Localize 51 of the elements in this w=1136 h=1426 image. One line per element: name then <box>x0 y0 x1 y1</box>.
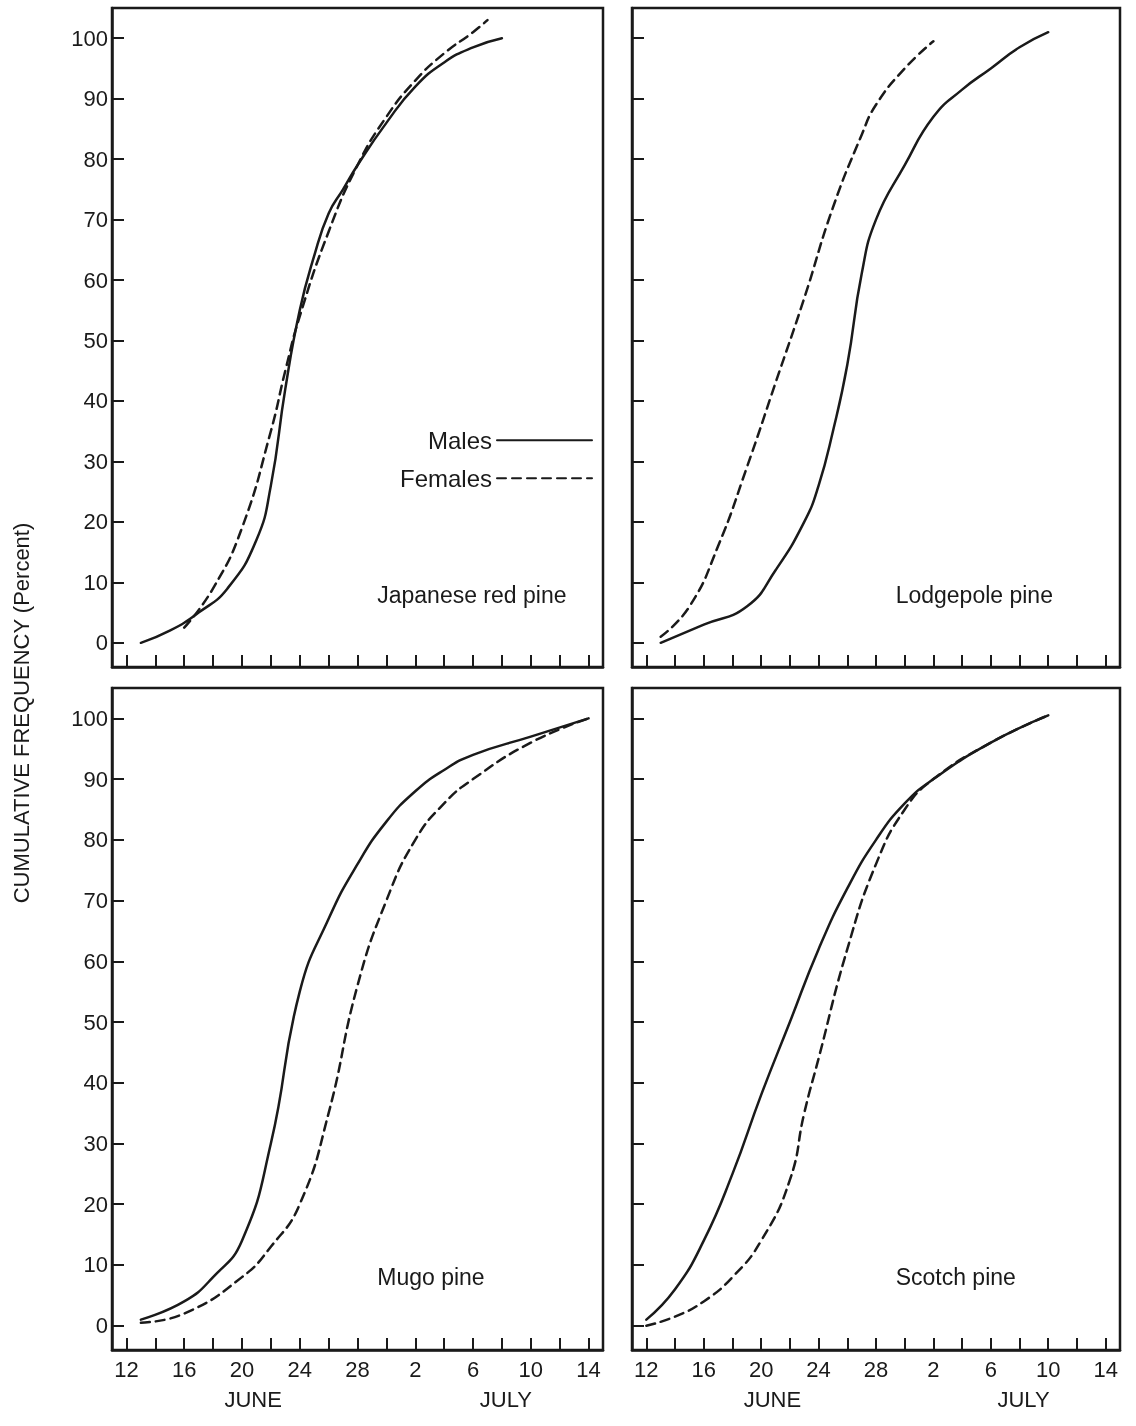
x-tick-label: 12 <box>634 1356 659 1382</box>
text: Mugo pine <box>377 1264 485 1291</box>
y-tick-label: 20 <box>83 1191 108 1217</box>
text: Scotch pine <box>895 1264 1016 1291</box>
x-tick-label: 16 <box>691 1356 717 1382</box>
y-tick-label: 20 <box>83 509 108 535</box>
text: JUNE <box>743 1386 802 1412</box>
legend-label: Males <box>427 426 492 454</box>
x-tick-label: 6 <box>984 1356 997 1382</box>
text: Japanese red pine <box>377 581 567 608</box>
x-tick-label: 6 <box>466 1356 480 1382</box>
text: JULY <box>997 1386 1050 1412</box>
text: JUNE <box>224 1386 282 1412</box>
legend-label: Females <box>399 464 492 492</box>
text: JULY <box>479 1386 533 1412</box>
x-tick-label: 10 <box>1035 1356 1061 1382</box>
x-tick-label: 24 <box>287 1356 312 1382</box>
x-tick-label: 20 <box>748 1356 774 1382</box>
x-tick-label: 20 <box>229 1356 255 1382</box>
x-tick-label: 12 <box>114 1356 139 1382</box>
y-tick-label: 100 <box>71 25 108 51</box>
y-tick-label: 60 <box>83 267 108 293</box>
y-tick-label: 80 <box>83 827 108 853</box>
y-tick-label: 80 <box>83 146 108 172</box>
y-tick-label: 70 <box>83 207 108 233</box>
y-axis-title: CUMULATIVE FREQUENCY (Percent) <box>9 522 35 904</box>
x-tick-label: 28 <box>863 1356 889 1382</box>
y-tick-label: 10 <box>83 1252 108 1278</box>
y-tick-label: 100 <box>71 705 108 731</box>
x-tick-label: 10 <box>518 1356 544 1382</box>
y-tick-label: 70 <box>83 888 108 914</box>
x-tick-label: 14 <box>1093 1356 1118 1382</box>
x-tick-label: 2 <box>409 1356 422 1382</box>
y-tick-label: 0 <box>95 630 108 656</box>
y-tick-label: 30 <box>83 448 108 474</box>
y-tick-label: 50 <box>83 1009 108 1035</box>
x-tick-label: 14 <box>576 1356 601 1382</box>
y-tick-label: 90 <box>83 86 108 112</box>
y-tick-label: 90 <box>83 766 108 792</box>
text: Lodgepole pine <box>895 581 1053 608</box>
y-tick-label: 0 <box>95 1313 108 1339</box>
y-tick-label: 60 <box>83 948 108 974</box>
y-tick-label: 40 <box>83 388 108 414</box>
y-tick-label: 50 <box>83 328 108 354</box>
x-tick-label: 2 <box>927 1356 940 1382</box>
x-tick-label: 16 <box>171 1356 197 1382</box>
x-tick-label: 24 <box>806 1356 831 1382</box>
y-tick-label: 30 <box>83 1131 108 1156</box>
y-tick-label: 10 <box>83 569 108 595</box>
y-tick-label: 40 <box>83 1070 108 1096</box>
x-tick-label: 28 <box>345 1356 370 1382</box>
